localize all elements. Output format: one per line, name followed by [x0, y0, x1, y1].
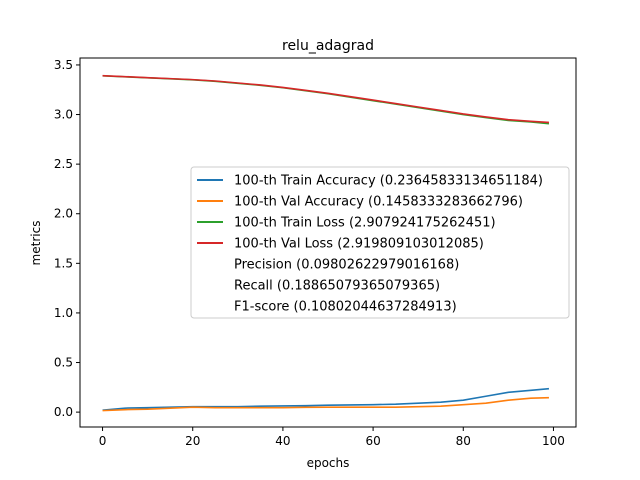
x-axis-label: epochs [307, 456, 350, 470]
legend-entry: 100-th Val Accuracy (0.1458333283662796) [234, 195, 523, 210]
x-tick-label: 80 [456, 434, 471, 448]
x-tick-label: 20 [185, 434, 200, 448]
y-tick-label: 1.5 [54, 256, 73, 270]
legend-entry: 100-th Train Accuracy (0.236458331346511… [234, 174, 543, 189]
legend-entry: 100-th Val Loss (2.919809103012085) [234, 237, 484, 252]
plot-frame [79, 57, 577, 428]
x-tick-label: 60 [365, 434, 380, 448]
series-line-1 [102, 387, 550, 411]
y-tick-label: 0.5 [54, 356, 73, 370]
x-tick-label: 0 [99, 434, 107, 448]
legend-entry: 100-th Train Loss (2.907924175262451) [234, 216, 496, 231]
series-line-2 [102, 396, 549, 412]
y-tick-label: 2.0 [54, 207, 73, 221]
legend: 100-th Train Accuracy (0.236458331346511… [190, 166, 570, 319]
y-tick-label: 3.5 [54, 58, 73, 72]
y-axis-label: metrics [29, 221, 43, 266]
y-tick-label: 2.5 [54, 157, 73, 171]
y-tick-label: 0.0 [54, 405, 73, 419]
legend-entry: Precision (0.09802622979016168) [234, 258, 459, 273]
y-tick-label: 1.0 [54, 306, 73, 320]
x-tick-label: 40 [275, 434, 290, 448]
legend-box [190, 166, 570, 319]
x-tick-label: 100 [542, 434, 565, 448]
legend-entry: Recall (0.18865079365079365) [234, 279, 440, 294]
series-line-4 [102, 74, 550, 124]
chart-title: relu_adagrad [282, 38, 374, 54]
y-tick-label: 3.0 [54, 108, 73, 122]
legend-entry: F1-score (0.10802044637284913) [234, 300, 457, 315]
